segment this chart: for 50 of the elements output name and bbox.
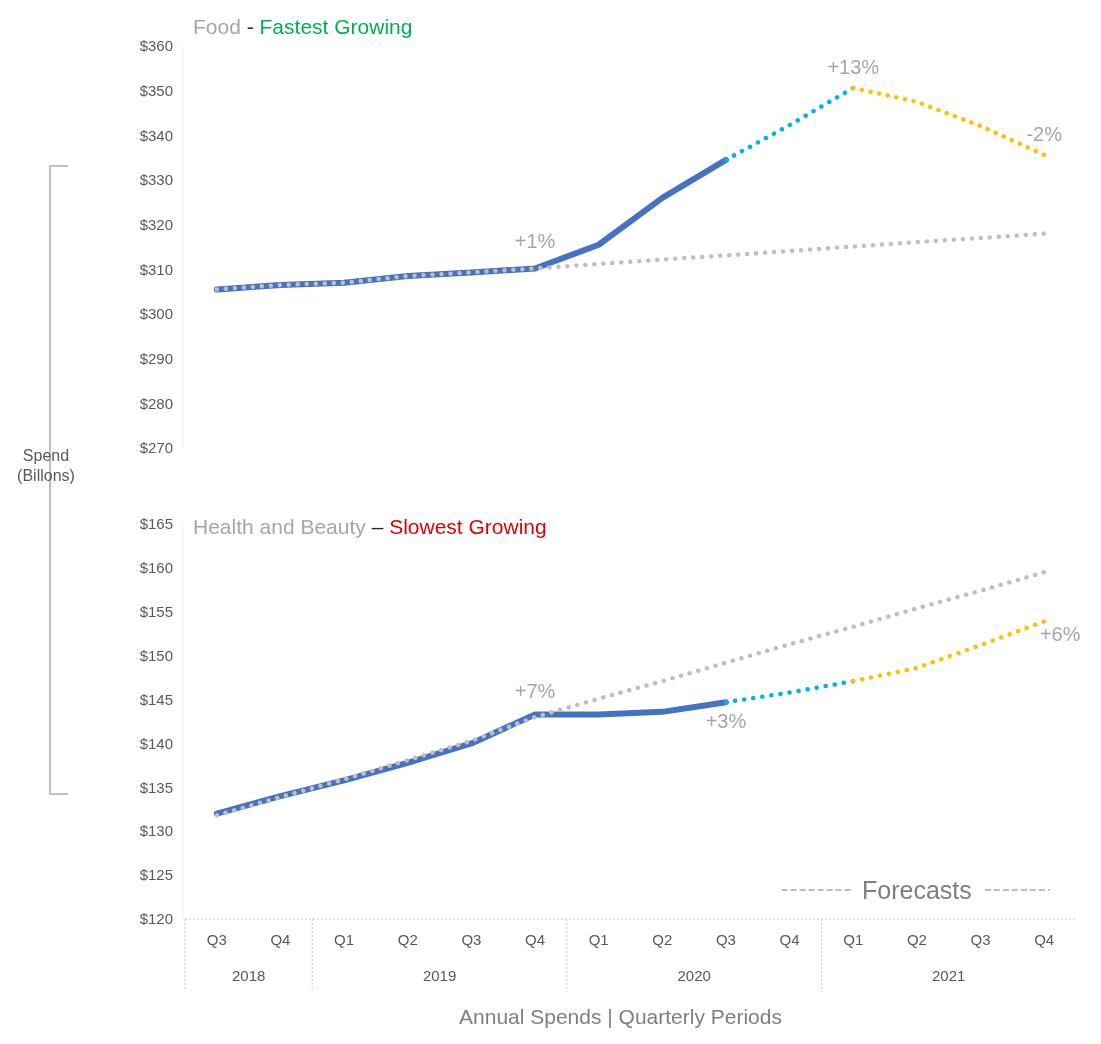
y-tick-label: $145 xyxy=(139,690,173,708)
y-tick-label: $270 xyxy=(139,439,173,457)
x-tick-label: Q3 xyxy=(206,931,227,948)
y-tick-label: $150 xyxy=(139,646,173,664)
x-tick-label: Q2 xyxy=(652,931,673,948)
y-tick-label: $290 xyxy=(139,349,173,367)
y-tick-label: $280 xyxy=(139,394,173,412)
x-tick-label: Q4 xyxy=(525,931,546,948)
y-tick-label: $320 xyxy=(139,215,173,233)
x-tick-label: Q1 xyxy=(334,931,355,948)
text: 2021 xyxy=(932,967,966,984)
annotation: +6% xyxy=(1039,623,1081,646)
x-tick-label: Q3 xyxy=(970,931,991,948)
x-tick-label: Q2 xyxy=(397,931,418,948)
y-tick-label: $310 xyxy=(139,260,173,278)
y-tick-label: $340 xyxy=(139,126,173,144)
chart-title: Food - Fastest Growing xyxy=(193,15,413,38)
annotation: Forecasts xyxy=(862,876,972,904)
text: 2018 xyxy=(231,967,266,984)
y-tick-label: $120 xyxy=(139,910,173,928)
y-axis-title: Spend (Billons) xyxy=(17,447,75,484)
x-tick-label: Q1 xyxy=(588,931,609,948)
y-tick-label: $130 xyxy=(139,822,173,840)
chart-title: Health and Beauty – Slowest Growing xyxy=(193,515,547,538)
text: 2019 xyxy=(422,967,457,984)
annotation: +13% xyxy=(827,55,880,78)
x-tick-label: Q2 xyxy=(906,931,927,948)
x-tick-label: Q4 xyxy=(779,931,800,948)
x-axis-title: Annual Spends | Quarterly Periods xyxy=(459,1005,782,1028)
x-tick-label: Q4 xyxy=(1034,931,1055,948)
y-tick-label: $350 xyxy=(139,81,173,99)
line-series xyxy=(214,231,1047,292)
y-tick-label: $160 xyxy=(139,559,173,577)
y-tick-label: $165 xyxy=(139,515,173,533)
x-tick-label: Q3 xyxy=(715,931,736,948)
annotation: -2% xyxy=(1026,122,1063,145)
y-tick-label: $155 xyxy=(139,603,173,621)
y-tick-label: $300 xyxy=(139,305,173,323)
annotation: +7% xyxy=(514,680,556,703)
x-tick-label: Q1 xyxy=(843,931,864,948)
annotation: +1% xyxy=(514,230,556,253)
y-tick-label: $135 xyxy=(139,778,173,796)
x-tick-label: Q3 xyxy=(461,931,482,948)
y-tick-label: $360 xyxy=(139,37,173,55)
y-tick-label: $140 xyxy=(139,734,173,752)
text: 2020 xyxy=(677,967,711,984)
x-tick-label: Q4 xyxy=(270,931,291,948)
y-tick-label: $330 xyxy=(139,171,173,189)
annotation: +3% xyxy=(705,710,747,733)
y-tick-label: $125 xyxy=(139,866,173,884)
